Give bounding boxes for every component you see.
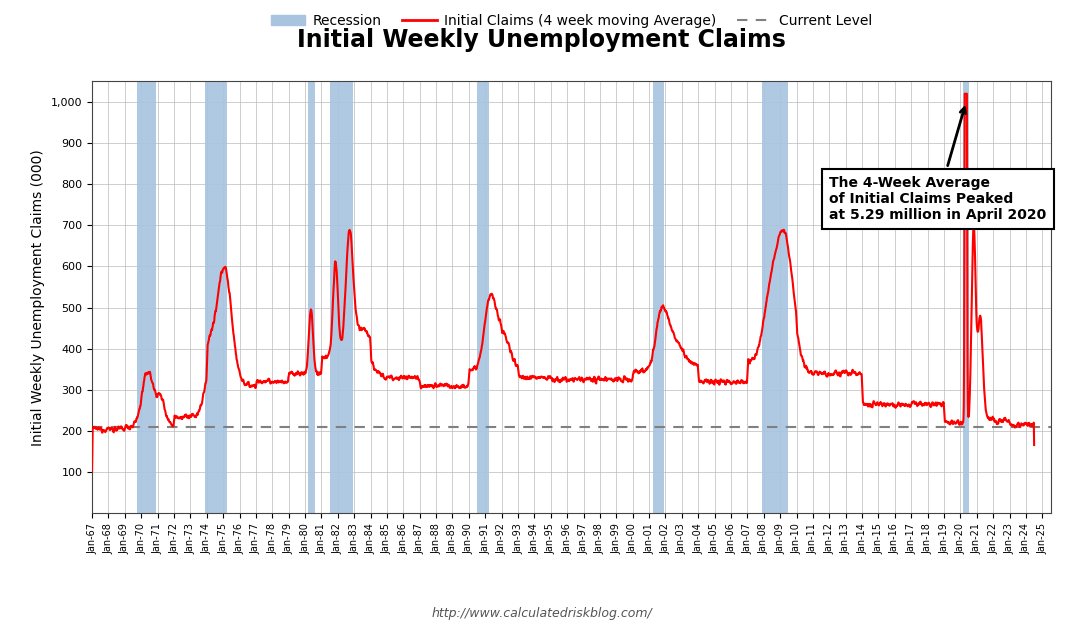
Bar (308, 81, 314, 513)
Y-axis label: Initial Weekly Unemployment Claims (000): Initial Weekly Unemployment Claims (000) (31, 149, 45, 446)
Bar (653, 81, 664, 513)
Bar (478, 81, 490, 513)
Bar (138, 81, 156, 513)
Bar (963, 81, 968, 513)
Bar (206, 81, 227, 513)
Bar (329, 81, 353, 513)
Text: http://www.calculatedriskblog.com/: http://www.calculatedriskblog.com/ (431, 607, 652, 620)
Legend: Recession, Initial Claims (4 week moving Average), Current Level: Recession, Initial Claims (4 week moving… (265, 8, 877, 34)
Text: Initial Weekly Unemployment Claims: Initial Weekly Unemployment Claims (297, 28, 786, 52)
Text: The 4-Week Average
of Initial Claims Peaked
at 5.29 million in April 2020: The 4-Week Average of Initial Claims Pea… (830, 108, 1046, 222)
Bar (762, 81, 788, 513)
